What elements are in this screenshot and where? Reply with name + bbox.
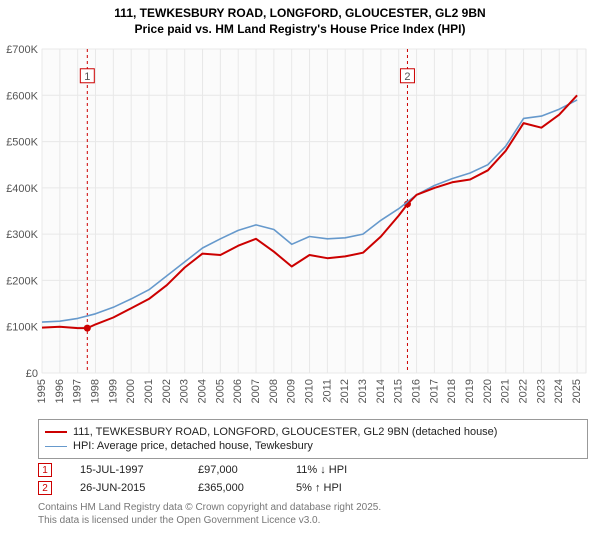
legend: 111, TEWKESBURY ROAD, LONGFORD, GLOUCEST…	[38, 419, 588, 459]
svg-text:2008: 2008	[268, 379, 280, 403]
legend-swatch	[45, 446, 67, 447]
svg-text:2006: 2006	[232, 379, 244, 403]
svg-text:2: 2	[404, 71, 410, 83]
svg-text:2020: 2020	[482, 379, 494, 403]
svg-text:2014: 2014	[375, 379, 387, 403]
svg-text:2019: 2019	[464, 379, 476, 403]
svg-text:1: 1	[84, 71, 90, 83]
sales-annotations: 1 15-JUL-1997 £97,000 11% ↓ HPI 2 26-JUN-2015…	[0, 463, 600, 495]
sale-price: £97,000	[198, 464, 268, 476]
svg-text:2005: 2005	[214, 379, 226, 403]
title-line1: 111, TEWKESBURY ROAD, LONGFORD, GLOUCEST…	[4, 6, 596, 22]
line-chart: £0 £100K £200K £300K £400K £500K £600K £700K 199…	[4, 43, 592, 413]
svg-text:1999: 1999	[107, 379, 119, 403]
svg-text:2015: 2015	[393, 379, 405, 403]
svg-text:1995: 1995	[36, 379, 48, 403]
svg-text:2018: 2018	[446, 379, 458, 403]
svg-text:1996: 1996	[54, 379, 66, 403]
svg-text:£600K: £600K	[6, 90, 38, 102]
svg-text:£0: £0	[26, 368, 38, 380]
svg-text:2017: 2017	[428, 379, 440, 403]
sale-date: 26-JUN-2015	[80, 482, 170, 494]
sale-marker: 1	[38, 463, 52, 477]
svg-text:2010: 2010	[304, 379, 316, 403]
sale-delta: 11% ↓ HPI	[296, 464, 347, 476]
footer-line1: Contains HM Land Registry data © Crown c…	[38, 501, 588, 514]
svg-text:£200K: £200K	[6, 276, 38, 288]
footer-attribution: Contains HM Land Registry data © Crown c…	[38, 501, 588, 527]
svg-text:2002: 2002	[161, 379, 173, 403]
svg-text:2009: 2009	[286, 379, 298, 403]
sale-annotation: 2 26-JUN-2015 £365,000 5% ↑ HPI	[38, 481, 588, 495]
svg-text:£700K: £700K	[6, 44, 38, 56]
footer-line2: This data is licensed under the Open Gov…	[38, 514, 588, 527]
svg-text:2025: 2025	[571, 379, 583, 403]
svg-text:2022: 2022	[518, 379, 530, 403]
sale-date: 15-JUL-1997	[80, 464, 170, 476]
chart-area: £0 £100K £200K £300K £400K £500K £600K £700K 199…	[4, 43, 592, 413]
svg-text:2023: 2023	[535, 379, 547, 403]
svg-text:2012: 2012	[339, 379, 351, 403]
svg-text:2024: 2024	[553, 379, 565, 403]
sale-price: £365,000	[198, 482, 268, 494]
sale-delta: 5% ↑ HPI	[296, 482, 342, 494]
svg-text:£400K: £400K	[6, 183, 38, 195]
title-line2: Price paid vs. HM Land Registry's House …	[4, 22, 596, 38]
svg-text:£100K: £100K	[6, 322, 38, 334]
legend-label: HPI: Average price, detached house, Tewk…	[73, 440, 313, 452]
legend-row: HPI: Average price, detached house, Tewk…	[45, 440, 581, 452]
svg-text:2013: 2013	[357, 379, 369, 403]
legend-row: 111, TEWKESBURY ROAD, LONGFORD, GLOUCEST…	[45, 426, 581, 438]
svg-text:£500K: £500K	[6, 137, 38, 149]
svg-text:1997: 1997	[72, 379, 84, 403]
svg-text:2003: 2003	[179, 379, 191, 403]
svg-text:2007: 2007	[250, 379, 262, 403]
chart-title: 111, TEWKESBURY ROAD, LONGFORD, GLOUCEST…	[0, 0, 600, 41]
sale-marker: 2	[38, 481, 52, 495]
svg-text:2011: 2011	[321, 379, 333, 403]
svg-text:2016: 2016	[411, 379, 423, 403]
legend-swatch	[45, 431, 67, 433]
svg-text:2004: 2004	[197, 379, 209, 403]
svg-text:£300K: £300K	[6, 229, 38, 241]
sale-annotation: 1 15-JUL-1997 £97,000 11% ↓ HPI	[38, 463, 588, 477]
svg-text:2000: 2000	[125, 379, 137, 403]
svg-text:1998: 1998	[90, 379, 102, 403]
legend-label: 111, TEWKESBURY ROAD, LONGFORD, GLOUCEST…	[73, 426, 497, 438]
svg-text:2021: 2021	[500, 379, 512, 403]
svg-text:2001: 2001	[143, 379, 155, 403]
